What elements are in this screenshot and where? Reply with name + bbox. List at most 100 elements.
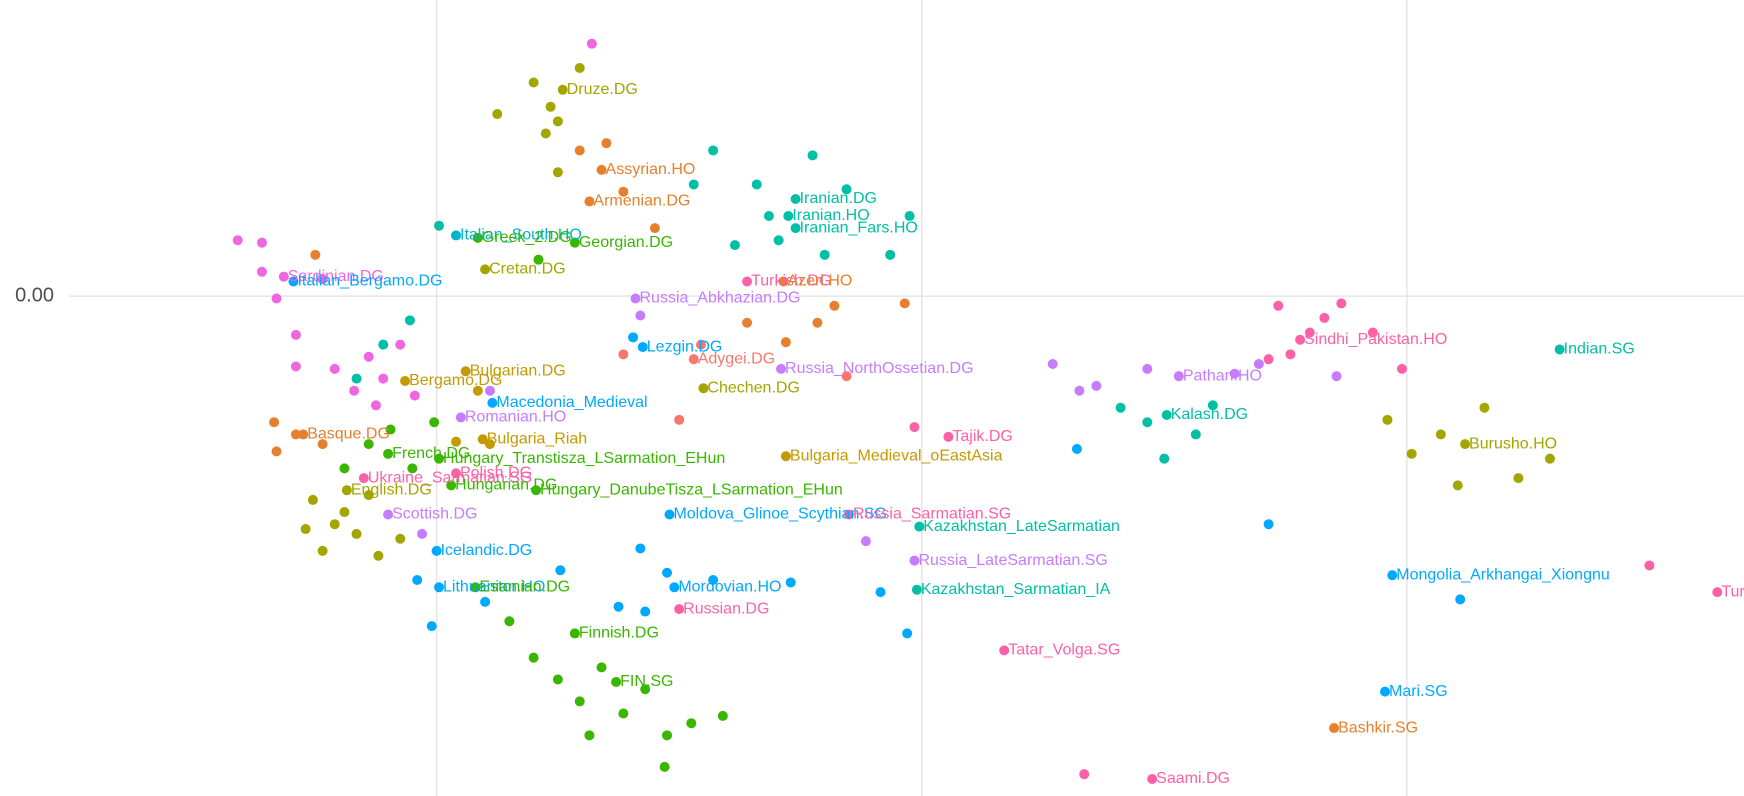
point <box>484 385 495 396</box>
point-label: Chechen.DG <box>707 380 800 397</box>
point <box>298 429 309 440</box>
point <box>540 128 551 139</box>
point <box>574 696 585 707</box>
point-label: Greek_2.DG <box>482 229 572 246</box>
point <box>460 366 471 377</box>
point <box>451 468 462 479</box>
point <box>385 424 396 435</box>
point <box>1455 594 1466 605</box>
point <box>596 662 607 673</box>
point <box>1329 723 1340 734</box>
point <box>531 485 542 496</box>
point <box>613 601 624 612</box>
point <box>686 718 697 729</box>
point-label: Russian.DG <box>683 600 769 617</box>
point <box>1079 769 1090 780</box>
point <box>669 582 680 593</box>
point <box>1142 363 1153 374</box>
point-label: Druze.DG <box>567 81 638 98</box>
point <box>664 509 675 520</box>
point <box>351 528 362 539</box>
point <box>584 730 595 741</box>
point-label: Bulgaria_Medieval_oEastAsia <box>790 447 1003 464</box>
point <box>370 400 381 411</box>
point-label: Bulgaria_Riah <box>487 430 588 447</box>
point <box>451 230 462 241</box>
point <box>843 509 854 520</box>
point-label: Iranian.DG <box>800 190 877 207</box>
point <box>317 439 328 450</box>
point <box>776 363 787 374</box>
point <box>552 167 563 178</box>
point <box>351 373 362 384</box>
point <box>307 494 318 505</box>
point <box>841 184 852 195</box>
point <box>1161 409 1172 420</box>
point <box>363 351 374 362</box>
point <box>256 266 267 277</box>
point <box>742 276 753 287</box>
point <box>383 448 394 459</box>
point <box>659 761 670 772</box>
point-label: Mari.SG <box>1389 683 1448 700</box>
point-label: Russia_Abkhazian.DG <box>640 290 801 307</box>
point <box>708 575 719 586</box>
point <box>555 565 566 576</box>
point <box>1142 417 1153 428</box>
point <box>400 376 411 387</box>
point <box>688 354 699 365</box>
point-label: Georgian.DG <box>579 234 673 251</box>
point <box>429 417 440 428</box>
point <box>1336 298 1347 309</box>
point <box>339 507 350 518</box>
point <box>1644 560 1655 571</box>
point <box>341 485 352 496</box>
point <box>1452 480 1463 491</box>
point-label: Finnish.DG <box>579 625 659 642</box>
point-label: Kazakhstan_LateSarmatian <box>923 518 1120 535</box>
point-label: Icelandic.DG <box>441 542 533 559</box>
point <box>528 652 539 663</box>
point-label: Armenian.DG <box>593 193 690 210</box>
point <box>349 385 360 396</box>
point <box>584 196 595 207</box>
point <box>557 84 568 95</box>
point <box>290 429 301 440</box>
point <box>434 453 445 464</box>
point <box>363 490 374 501</box>
plot-area <box>232 38 1723 785</box>
point <box>533 254 544 265</box>
point <box>363 439 374 450</box>
point-label: Estonian.DG <box>479 579 570 596</box>
point <box>504 616 515 627</box>
point <box>1229 368 1240 379</box>
point <box>914 521 925 532</box>
point <box>649 223 660 234</box>
point <box>1047 359 1058 370</box>
point <box>729 240 740 251</box>
point <box>310 249 321 260</box>
point-label: Azeri.HO <box>787 273 852 290</box>
point <box>1190 429 1201 440</box>
point <box>790 194 801 204</box>
point-label: Turkish.DG <box>751 273 831 290</box>
point <box>790 223 801 234</box>
point <box>417 528 428 539</box>
point <box>451 436 462 447</box>
point <box>412 575 423 586</box>
grid: 0.00 <box>15 0 1744 796</box>
point-label: Kalash.DG <box>1171 406 1248 423</box>
point <box>909 555 920 566</box>
point <box>472 385 483 396</box>
point-label: Iranian_Fars.HO <box>800 219 918 236</box>
point <box>885 249 896 260</box>
point <box>783 210 794 221</box>
point <box>426 621 437 632</box>
point <box>708 145 719 156</box>
point <box>778 276 789 287</box>
point <box>875 587 886 598</box>
point-label: Macedonia_Medieval <box>496 394 647 411</box>
point <box>1091 380 1102 391</box>
point <box>480 264 491 275</box>
point <box>688 179 699 190</box>
